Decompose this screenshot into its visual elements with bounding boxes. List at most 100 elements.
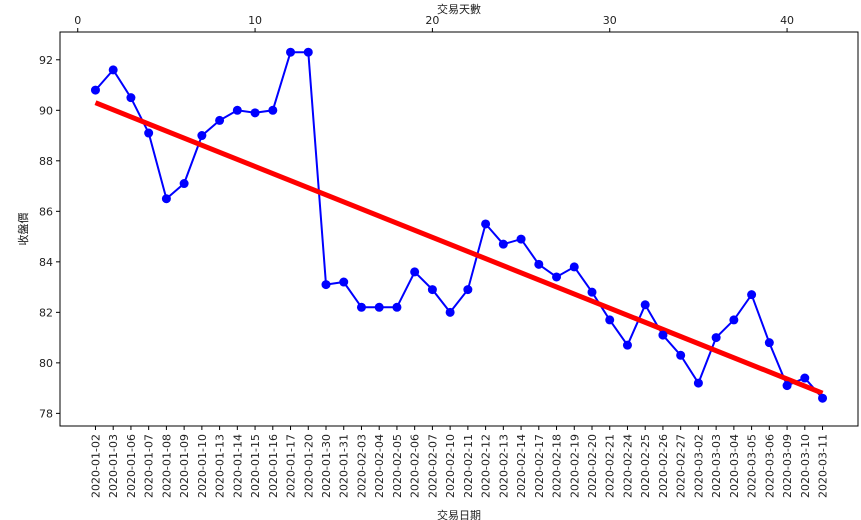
x-tick-label: 2020-02-10 bbox=[444, 434, 457, 498]
price-point bbox=[374, 302, 384, 312]
price-point bbox=[144, 128, 154, 138]
top-x-tick-label: 10 bbox=[248, 14, 262, 27]
price-point bbox=[445, 307, 455, 317]
x-tick-label: 2020-01-13 bbox=[214, 434, 227, 498]
y-tick-label: 80 bbox=[39, 357, 53, 370]
x-tick-label: 2020-01-06 bbox=[125, 434, 138, 498]
x-tick-label: 2020-01-16 bbox=[267, 434, 280, 498]
price-point bbox=[303, 47, 313, 57]
price-point bbox=[463, 285, 473, 295]
y-tick-label: 82 bbox=[39, 306, 53, 319]
price-point bbox=[534, 259, 544, 269]
x-tick-label: 2020-01-10 bbox=[196, 434, 209, 498]
x-tick-label: 2020-03-06 bbox=[763, 434, 776, 498]
x-tick-label: 2020-01-03 bbox=[107, 434, 120, 498]
x-tick-label: 2020-01-08 bbox=[160, 434, 173, 498]
price-point bbox=[427, 285, 437, 295]
price-point bbox=[747, 290, 757, 300]
price-point bbox=[658, 330, 668, 340]
top-x-tick-label: 20 bbox=[425, 14, 439, 27]
price-point bbox=[818, 393, 828, 403]
x-tick-label: 2020-02-14 bbox=[515, 434, 528, 498]
x-tick-label: 2020-03-03 bbox=[710, 434, 723, 498]
x-tick-label: 2020-01-31 bbox=[338, 434, 351, 498]
price-point bbox=[622, 340, 632, 350]
price-point bbox=[782, 381, 792, 391]
x-tick-label: 2020-02-11 bbox=[462, 434, 475, 498]
x-tick-label: 2020-03-11 bbox=[817, 434, 830, 498]
price-point bbox=[90, 85, 100, 95]
x-tick-label: 2020-02-24 bbox=[621, 434, 634, 498]
x-tick-label: 2020-01-09 bbox=[178, 434, 191, 498]
top-x-tick-label: 30 bbox=[603, 14, 617, 27]
x-tick-label: 2020-03-05 bbox=[746, 434, 759, 498]
x-tick-label: 2020-02-18 bbox=[551, 434, 564, 498]
x-tick-label: 2020-01-30 bbox=[320, 434, 333, 498]
x-tick-label: 2020-01-17 bbox=[285, 434, 298, 498]
price-point bbox=[498, 239, 508, 249]
y-axis-label: 收盤價 bbox=[16, 213, 30, 246]
price-point bbox=[410, 267, 420, 277]
y-tick-label: 78 bbox=[39, 407, 53, 420]
trend-line bbox=[94, 100, 824, 396]
price-point bbox=[197, 131, 207, 141]
price-point bbox=[161, 194, 171, 204]
x-tick-label: 2020-02-07 bbox=[426, 434, 439, 498]
price-point bbox=[587, 287, 597, 297]
x-tick-label: 2020-01-07 bbox=[143, 434, 156, 498]
y-tick-label: 86 bbox=[39, 205, 53, 218]
top-x-tick-label: 0 bbox=[74, 14, 81, 27]
price-point bbox=[800, 373, 810, 383]
x-tick-label: 2020-02-26 bbox=[657, 434, 670, 498]
price-point bbox=[676, 350, 686, 360]
price-point bbox=[250, 108, 260, 118]
y-tick-label: 88 bbox=[39, 155, 53, 168]
price-point bbox=[729, 315, 739, 325]
price-point bbox=[286, 47, 296, 57]
price-point bbox=[481, 219, 491, 229]
price-point bbox=[108, 65, 118, 75]
plot-frame bbox=[59, 31, 859, 427]
price-point bbox=[640, 300, 650, 310]
price-point bbox=[126, 93, 136, 103]
price-point bbox=[711, 333, 721, 343]
x-tick-label: 2020-03-04 bbox=[728, 434, 741, 498]
x-tick-label: 2020-02-06 bbox=[409, 434, 422, 498]
x-tick-label: 2020-02-13 bbox=[497, 434, 510, 498]
y-tick-label: 92 bbox=[39, 54, 53, 67]
price-point bbox=[268, 105, 278, 115]
x-tick-label: 2020-02-27 bbox=[675, 434, 688, 498]
price-point bbox=[392, 302, 402, 312]
y-tick-label: 84 bbox=[39, 256, 53, 269]
x-tick-label: 2020-03-02 bbox=[692, 434, 705, 498]
top-x-axis-label: 交易天數 bbox=[437, 2, 481, 16]
x-tick-label: 2020-01-14 bbox=[231, 434, 244, 498]
price-point bbox=[516, 234, 526, 244]
x-tick-label: 2020-03-10 bbox=[799, 434, 812, 498]
x-axis-label: 交易日期 bbox=[437, 508, 481, 520]
price-point bbox=[552, 272, 562, 282]
x-tick-label: 2020-02-04 bbox=[373, 434, 386, 498]
x-tick-label: 2020-02-05 bbox=[391, 434, 404, 498]
price-point bbox=[339, 277, 349, 287]
price-point bbox=[321, 280, 331, 290]
price-point bbox=[215, 115, 225, 125]
price-point bbox=[232, 105, 242, 115]
price-point bbox=[356, 302, 366, 312]
x-tick-label: 2020-02-12 bbox=[480, 434, 493, 498]
x-tick-label: 2020-02-20 bbox=[586, 434, 599, 498]
x-tick-label: 2020-01-15 bbox=[249, 434, 262, 498]
y-tick-label: 90 bbox=[39, 104, 53, 117]
x-tick-label: 2020-02-17 bbox=[533, 434, 546, 498]
price-point bbox=[693, 378, 703, 388]
price-series-line bbox=[94, 51, 824, 399]
x-tick-label: 2020-01-20 bbox=[302, 434, 315, 498]
x-tick-label: 2020-02-21 bbox=[604, 434, 617, 498]
x-tick-label: 2020-01-02 bbox=[89, 434, 102, 498]
price-point bbox=[179, 179, 189, 189]
x-tick-label: 2020-03-09 bbox=[781, 434, 794, 498]
x-tick-label: 2020-02-19 bbox=[568, 434, 581, 498]
price-point bbox=[569, 262, 579, 272]
x-tick-label: 2020-02-03 bbox=[355, 434, 368, 498]
